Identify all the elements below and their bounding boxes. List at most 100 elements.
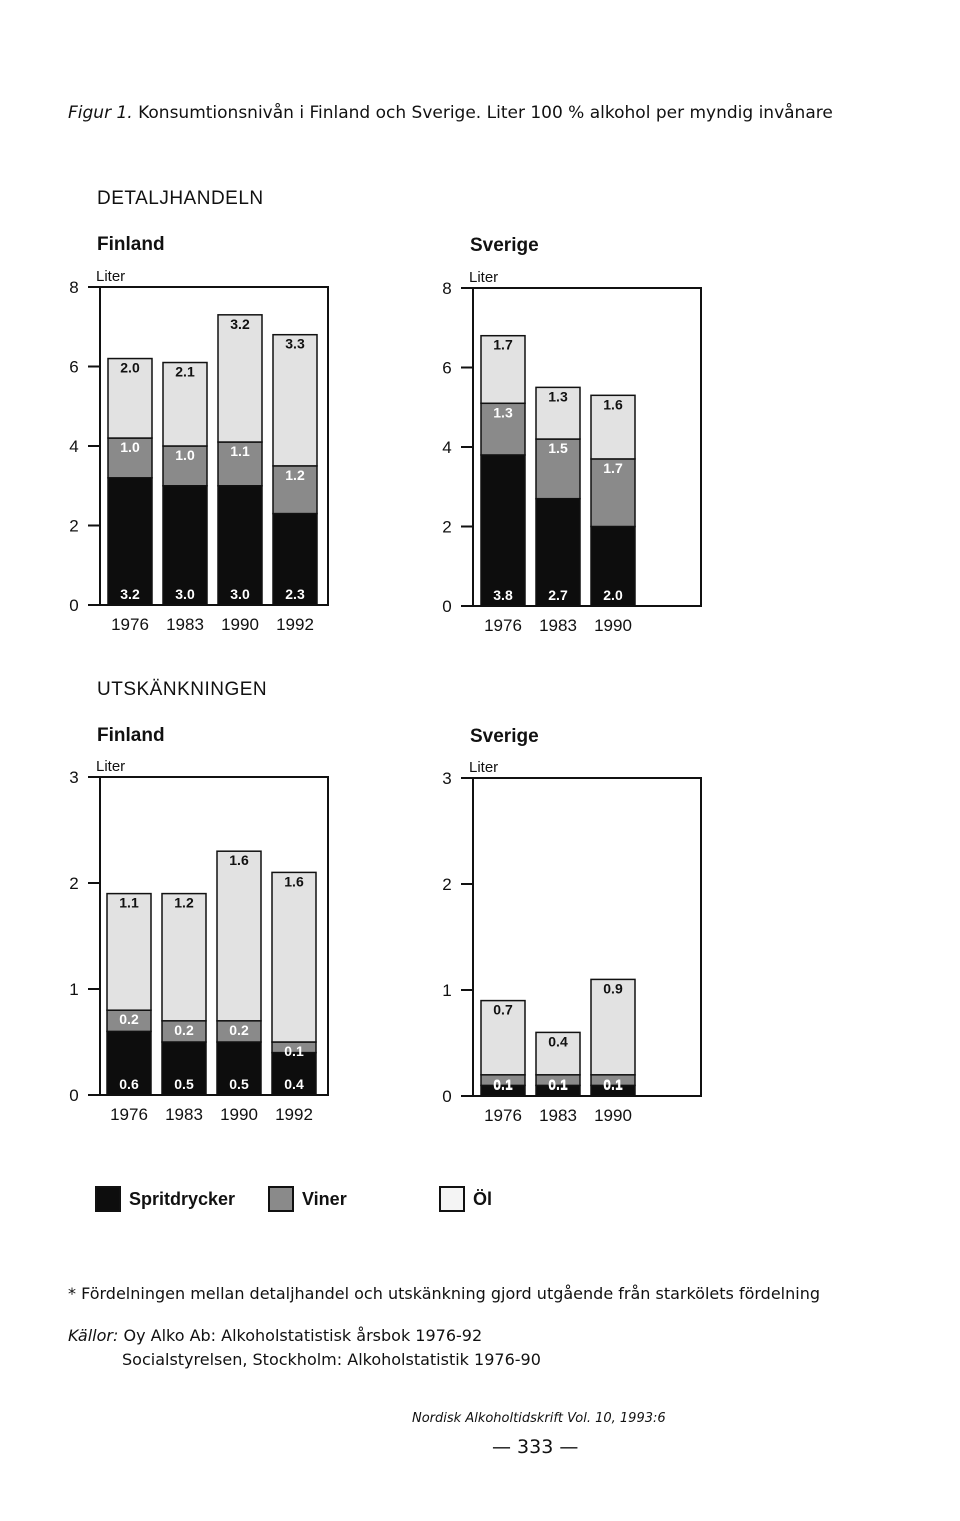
data-label-spirits: 3.8 xyxy=(493,587,513,603)
x-tick-label: 1990 xyxy=(594,1106,632,1125)
y-tick-label: 0 xyxy=(442,1087,451,1106)
bar-segment-beer xyxy=(216,850,262,1022)
bar-segment-spirits xyxy=(590,525,636,607)
legend-item-wine: Viner xyxy=(268,1186,347,1212)
x-tick-label: 1976 xyxy=(111,615,149,634)
y-tick-label: 2 xyxy=(69,874,78,893)
plot-frame xyxy=(472,287,702,607)
data-label-beer: 1.6 xyxy=(284,873,304,889)
data-label-spirits: 2.7 xyxy=(548,587,568,603)
legend-swatch-wine xyxy=(268,1186,294,1212)
x-tick-label: 1983 xyxy=(539,1106,577,1125)
data-label-beer: 3.3 xyxy=(285,336,305,352)
data-label-beer: 3.2 xyxy=(230,316,250,332)
legend-label-beer: Öl xyxy=(473,1188,493,1209)
data-label-wine: 0.2 xyxy=(174,1022,194,1038)
data-label-wine: 1.1 xyxy=(230,443,250,459)
data-label-beer: 1.6 xyxy=(603,396,623,412)
data-label-wine: 1.0 xyxy=(120,439,140,455)
footnote: * Fördelningen mellan detaljhandel och u… xyxy=(68,1284,820,1303)
bar-segment-wine xyxy=(535,438,581,500)
legend-item-beer: Öl xyxy=(439,1186,492,1212)
data-label-spirits: 0.1 xyxy=(548,1077,568,1093)
x-tick-label: 1990 xyxy=(221,615,259,634)
bar-segment-spirits xyxy=(161,1041,207,1096)
y-axis-label: Liter xyxy=(469,269,498,286)
data-label-wine: 1.5 xyxy=(548,440,568,456)
x-tick-label: 1976 xyxy=(484,616,522,635)
legend-swatch-beer xyxy=(439,1186,465,1212)
data-label-beer: 2.1 xyxy=(175,364,195,380)
section-title-retail: DETALJHANDELN xyxy=(97,188,264,209)
country-title: Sverige xyxy=(470,726,539,747)
bar-segment-beer xyxy=(535,1031,581,1076)
data-label-beer: 1.7 xyxy=(493,337,513,353)
bar-segment-spirits xyxy=(107,477,153,606)
bar-segment-beer xyxy=(217,314,263,443)
bar-segment-beer xyxy=(272,333,318,467)
data-label-beer: 1.2 xyxy=(174,895,194,911)
x-tick-label: 1976 xyxy=(484,1106,522,1125)
caption-text: Konsumtionsnivån i Finland och Sverige. … xyxy=(138,103,833,123)
data-label-wine: 1.7 xyxy=(603,460,623,476)
data-label-beer: 1.6 xyxy=(229,852,249,868)
data-label-wine: 0.1 xyxy=(284,1043,304,1059)
bar-segment-wine xyxy=(272,465,318,515)
bar-segment-beer xyxy=(271,871,317,1043)
x-tick-label: 1992 xyxy=(276,615,314,634)
bar-segment-wine xyxy=(162,445,208,487)
legend-item-spirits: Spritdrycker xyxy=(95,1186,235,1212)
data-label-spirits: 0.5 xyxy=(174,1076,194,1092)
data-label-spirits: 0.6 xyxy=(119,1076,139,1092)
x-tick-label: 1990 xyxy=(220,1105,258,1124)
journal-reference: Nordisk Alkoholtidskrift Vol. 10, 1993:6 xyxy=(412,1411,666,1426)
y-tick-label: 3 xyxy=(442,769,451,788)
y-tick-label: 0 xyxy=(69,596,78,615)
caption-lead: Figur 1. xyxy=(68,103,133,123)
figure-caption: Figur 1. Konsumtionsnivån i Finland och … xyxy=(68,103,833,123)
x-tick-label: 1992 xyxy=(275,1105,313,1124)
data-label-spirits: 0.1 xyxy=(603,1077,623,1093)
y-tick-label: 2 xyxy=(69,517,78,536)
data-label-beer: 1.1 xyxy=(119,895,139,911)
bar-segment-wine xyxy=(217,441,263,487)
data-label-spirits: 3.0 xyxy=(175,586,195,602)
x-tick-label: 1983 xyxy=(539,616,577,635)
bar-segment-beer xyxy=(480,999,526,1076)
sources-line-2: Socialstyrelsen, Stockholm: Alkoholstati… xyxy=(122,1350,541,1369)
sources-line-1: Källor: Oy Alko Ab: Alkoholstatistisk år… xyxy=(68,1326,482,1345)
y-axis-label: Liter xyxy=(469,759,498,776)
bar-segment-beer xyxy=(590,394,636,460)
bar-segment-spirits xyxy=(106,1030,152,1096)
bar-segment-beer xyxy=(590,978,636,1076)
y-tick-label: 8 xyxy=(69,278,78,297)
legend-label-wine: Viner xyxy=(302,1188,347,1209)
y-tick-label: 0 xyxy=(442,597,451,616)
y-axis-label: Liter xyxy=(96,268,125,285)
data-label-wine: 0.1 xyxy=(548,1076,568,1092)
data-label-wine: 0.2 xyxy=(119,1011,139,1027)
y-tick-label: 1 xyxy=(69,980,78,999)
data-label-beer: 0.9 xyxy=(603,980,623,996)
data-label-wine: 1.3 xyxy=(493,404,513,420)
data-label-wine: 1.0 xyxy=(175,447,195,463)
data-label-spirits: 0.1 xyxy=(493,1077,513,1093)
bar-segment-beer xyxy=(106,892,152,1011)
country-title: Sverige xyxy=(470,235,539,256)
x-tick-label: 1976 xyxy=(110,1105,148,1124)
data-label-spirits: 3.2 xyxy=(120,586,140,602)
bar-segment-wine xyxy=(480,402,526,456)
y-tick-label: 0 xyxy=(69,1086,78,1105)
data-label-spirits: 0.4 xyxy=(284,1076,304,1092)
y-tick-label: 1 xyxy=(442,981,451,1000)
section-title-onpremise: UTSKÄNKNINGEN xyxy=(97,679,268,700)
y-axis-label: Liter xyxy=(96,758,125,775)
bar-segment-spirits xyxy=(162,485,208,606)
y-tick-label: 4 xyxy=(69,437,78,456)
x-tick-label: 1983 xyxy=(166,615,204,634)
data-label-spirits: 2.3 xyxy=(285,586,305,602)
data-label-spirits: 0.5 xyxy=(229,1076,249,1092)
data-label-wine: 0.1 xyxy=(603,1076,623,1092)
